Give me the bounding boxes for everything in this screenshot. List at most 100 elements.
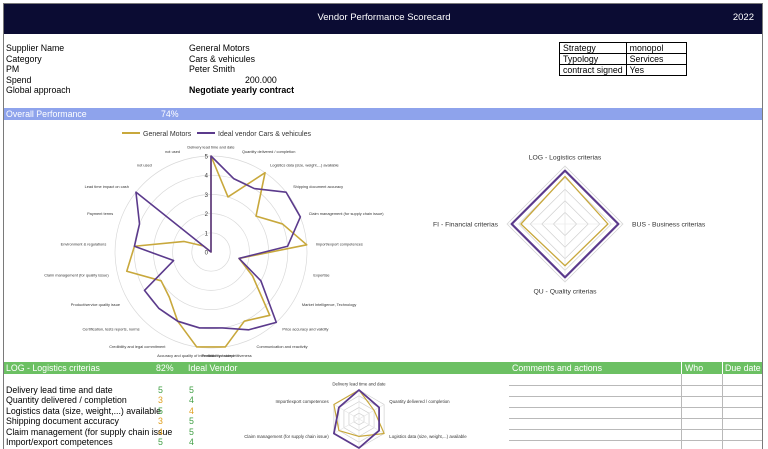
scorecard-sheet: Vendor Performance Scorecard 2022 Suppli… [3, 3, 763, 449]
radar-tick-label: 5 [205, 155, 209, 161]
criteria-name: Quantity delivered / completion [6, 395, 127, 406]
meta-value[interactable]: Yes [625, 64, 687, 76]
radar-series-ideal-vendor [332, 389, 380, 449]
table-row: Strategy monopol [559, 42, 687, 54]
radar-axis-label: QU - Quality criterias [533, 288, 597, 295]
meta-value[interactable]: Services [625, 53, 687, 65]
radar-axis-label: Payment terms [87, 211, 113, 216]
legend-entry-ideal-vendor: Ideal vendor Cars & vehicules [218, 131, 311, 138]
radar-axis-label: Shipping document accuracy [293, 184, 343, 189]
main-radar-legend: General Motors Ideal vendor Cars & vehic… [122, 131, 311, 138]
radar-spoke [333, 404, 360, 420]
radar-spoke [333, 418, 360, 434]
radar-series-general-motors [125, 155, 308, 348]
criteria-ideal-score[interactable]: 4 [189, 405, 194, 416]
grid-line [509, 418, 762, 419]
radar-axis-label: Environment & regulations [61, 242, 107, 247]
title-bar: Vendor Performance Scorecard 2022 [4, 4, 762, 34]
log-section-percent: 82% [156, 363, 174, 373]
radar-series-ideal-vendor [133, 155, 302, 331]
spend-label: Spend [6, 74, 32, 85]
radar-axis-label: Claim management (for supply chain issue… [244, 434, 329, 439]
radar-axis-label: Quantity delivered / completion [389, 399, 450, 404]
criteria-score[interactable]: 5 [158, 405, 163, 416]
radar-series-general-motors [520, 175, 609, 267]
radar-axis-label: Accuracy and quality of information prov… [157, 353, 234, 358]
radar-axis-label: Logistics data (size, weight,...) availa… [389, 434, 467, 439]
criteria-ideal-score[interactable]: 4 [189, 395, 194, 406]
criteria-name: Logistics data (size, weight,...) availa… [6, 405, 161, 416]
spend-value[interactable]: 200.000 [245, 74, 277, 85]
table-row: Typology Services [559, 53, 687, 65]
global-approach-value[interactable]: Negotiate yearly contract [189, 85, 295, 95]
supplier-name-label: Supplier Name [6, 43, 65, 53]
criteria-score[interactable]: 5 [158, 436, 163, 447]
radar-axis-label: Price accuracy and validity [282, 326, 328, 331]
radar-axis-label: FI - Financial criterias [433, 221, 499, 228]
overall-performance-label: Overall Performance [6, 109, 87, 119]
criteria-ideal-score[interactable]: 4 [189, 436, 194, 447]
criteria-name: Shipping document accuracy [6, 416, 119, 427]
radar-axis-label: not used [137, 163, 152, 168]
grid-line [681, 374, 682, 449]
category-radar-chart: LOG - Logistics criterias BUS - Business … [433, 154, 706, 295]
page-title: Vendor Performance Scorecard [317, 12, 451, 23]
grid-line [509, 396, 762, 397]
radar-axis-label: LOG - Logistics criterias [529, 154, 602, 161]
legend-entry-general-motors: General Motors [143, 131, 192, 138]
radar-axis-label: Product/service quality issue [71, 302, 120, 307]
criteria-name: Delivery lead time and date [6, 385, 113, 395]
radar-axis-label: BUS - Business criterias [632, 221, 706, 228]
radar-tick-label: 1 [205, 231, 209, 237]
radar-tick-label: 0 [205, 251, 209, 257]
ideal-vendor-label: Ideal Vendor [188, 363, 238, 373]
criteria-ideal-score[interactable]: 5 [189, 426, 194, 437]
due-date-label: Due date [725, 363, 761, 373]
radar-spoke [358, 418, 385, 434]
criteria-score[interactable]: 4 [158, 426, 163, 437]
pm-value[interactable]: Peter Smith [189, 64, 235, 74]
column-divider [722, 362, 723, 374]
radar-axis-label: Credibility and legal commitment [109, 344, 166, 349]
main-radar-chart: General Motors Ideal vendor Cars & vehic… [44, 131, 385, 358]
criteria-name: Claim management (for supply chain issue [6, 426, 173, 437]
meta-key: contract signed [559, 64, 627, 76]
criteria-score[interactable]: 3 [158, 395, 163, 406]
who-label: Who [685, 363, 704, 373]
radar-axis-label: Market Intelligence, Technology [302, 302, 356, 307]
radar-axis-label: Certification, tests reports, norms [82, 326, 139, 331]
radar-axis-label: Delivery lead time and date [187, 144, 234, 149]
log-radar-chart: Delivery lead time and date Quantity deli… [244, 382, 467, 449]
radar-axis-label: Expertise [313, 273, 329, 278]
criteria-score[interactable]: 5 [158, 385, 163, 395]
supplier-name-value[interactable]: General Motors [189, 43, 250, 53]
radar-axis-label: Import/export competences [275, 399, 329, 404]
category-value[interactable]: Cars & vehicules [189, 53, 256, 64]
grid-line [722, 374, 723, 449]
overall-performance-percent: 74% [161, 109, 179, 119]
radar-axis-label: Profitability / competitiveness [202, 353, 252, 358]
criteria-score[interactable]: 3 [158, 416, 163, 427]
supplier-labels: Supplier Name Category PM Spend Global a… [6, 43, 71, 96]
radar-axis-label: Import/export competences [316, 242, 363, 247]
log-section-title: LOG - Logistics criterias [6, 363, 100, 373]
radar-axis-label: Delivery lead time and date [332, 382, 386, 387]
criteria-ideal-score[interactable]: 5 [189, 385, 194, 395]
radar-series-ideal-vendor [510, 169, 620, 279]
supplier-values: General Motors Cars & vehicules Peter Sm… [189, 43, 294, 96]
radar-axis-label: Lead time impact on cash [85, 184, 129, 189]
radar-axis-label: Quantity delivered / completion [242, 149, 295, 154]
radar-series-general-motors [333, 389, 385, 438]
criteria-ideal-score[interactable]: 5 [189, 416, 194, 427]
grid-line [509, 440, 762, 441]
category-label: Category [6, 53, 42, 64]
radar-tick-label: 4 [205, 174, 209, 180]
grid-line [509, 385, 762, 386]
meta-value[interactable]: monopol [625, 42, 687, 54]
radar-tick-label: 2 [205, 212, 209, 218]
column-divider [681, 362, 682, 374]
radar-axis-label: not used [165, 149, 180, 154]
log-section-bar: LOG - Logistics criterias 82% Ideal Vend… [4, 362, 762, 374]
meta-key: Typology [559, 53, 627, 65]
radar-axis-label: Claim management (for supply chain issue… [309, 211, 385, 216]
